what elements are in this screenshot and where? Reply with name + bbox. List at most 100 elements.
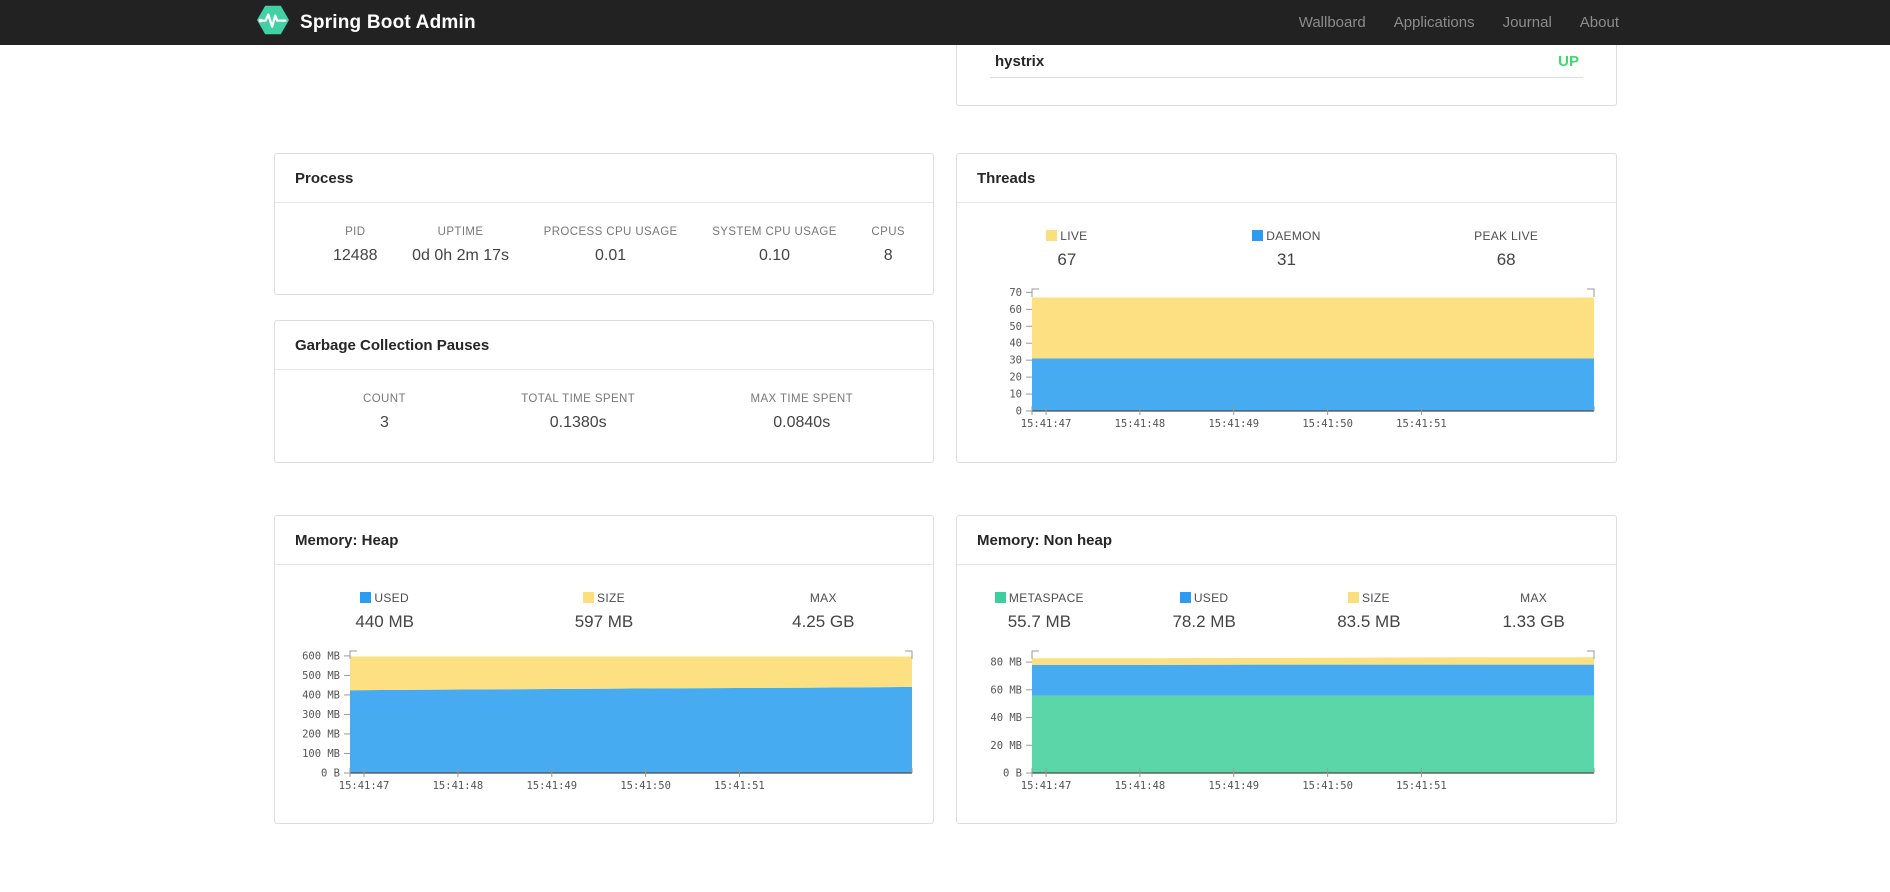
application-row[interactable]: hystrix UP <box>957 45 1616 70</box>
svg-text:15:41:49: 15:41:49 <box>1208 418 1259 430</box>
svg-text:20 MB: 20 MB <box>990 740 1022 752</box>
metric-count: COUNT 3 <box>363 393 406 432</box>
metric-uptime: UPTIME 0d 0h 2m 17s <box>412 226 509 265</box>
svg-text:400 MB: 400 MB <box>302 689 340 701</box>
svg-text:80 MB: 80 MB <box>990 657 1022 669</box>
svg-text:0: 0 <box>1016 406 1022 418</box>
legend-value: 68 <box>1496 250 1516 269</box>
metric-system-cpu-usage: SYSTEM CPU USAGE 0.10 <box>712 226 837 265</box>
legend-item-live: LIVE 67 <box>957 229 1177 270</box>
nav-links: Wallboard Applications Journal About <box>1299 14 1619 31</box>
metric-value: 3 <box>379 414 389 431</box>
legend-swatch-icon <box>1347 592 1359 603</box>
nav-link-applications[interactable]: Applications <box>1393 14 1475 31</box>
gc-pauses-card: Garbage Collection Pauses COUNT 3 TOTAL TI… <box>274 320 934 463</box>
svg-text:15:41:48: 15:41:48 <box>1115 780 1166 792</box>
svg-text:70: 70 <box>1009 287 1022 299</box>
nav-link-journal[interactable]: Journal <box>1502 14 1552 31</box>
legend-item-max: MAX 4.25 GB <box>714 591 933 632</box>
svg-text:15:41:49: 15:41:49 <box>1208 780 1259 792</box>
legend-item-metaspace: METASPACE 55.7 MB <box>957 591 1122 632</box>
legend-value: 1.33 GB <box>1502 612 1565 631</box>
metric-value: 0.1380s <box>549 414 607 431</box>
legend-label: METASPACE <box>957 591 1122 605</box>
memory-non-heap-card: Memory: Non heap METASPACE 55.7 MB USED 78.… <box>956 515 1617 824</box>
memory-heap-chart: 0 B 100 MB 200 MB 300 MB 400 MB 500 MB 600 MB 1… <box>302 650 913 792</box>
legend-label: PEAK LIVE <box>1474 229 1539 243</box>
brand[interactable]: Spring Boot Admin <box>255 2 476 43</box>
svg-text:100 MB: 100 MB <box>302 748 340 760</box>
svg-text:50: 50 <box>1009 321 1022 333</box>
legend-label: USED <box>1122 591 1287 605</box>
threads-card: Threads LIVE 67 DAEMON 31 PEAK LIVE 68 0 10 20 3… <box>956 153 1617 463</box>
metric-label: PROCESS CPU USAGE <box>543 226 678 238</box>
legend-value: 31 <box>1277 250 1296 269</box>
threads-card-title: Threads <box>957 154 1616 203</box>
legend-label: SIZE <box>494 591 713 605</box>
gc-card-title: Garbage Collection Pauses <box>275 321 933 370</box>
legend-value: 4.25 GB <box>792 612 855 631</box>
process-card: Process PID 12488 UPTIME 0d 0h 2m 17s PROCES… <box>274 153 934 295</box>
svg-text:40: 40 <box>1009 338 1022 350</box>
legend-value: 67 <box>1057 250 1077 269</box>
metric-value: 0d 0h 2m 17s <box>412 247 510 264</box>
metric-label: CPUS <box>871 226 905 238</box>
memory-heap-card: Memory: Heap USED 440 MB SIZE 597 MB MAX 4.25… <box>274 515 934 824</box>
application-status-card: hystrix UP <box>956 45 1617 106</box>
legend-item-peak-live: PEAK LIVE 68 <box>1396 229 1616 270</box>
legend-item-size: SIZE 83.5 MB <box>1287 591 1452 632</box>
svg-text:15:41:48: 15:41:48 <box>433 780 484 792</box>
svg-text:15:41:51: 15:41:51 <box>1396 418 1447 430</box>
legend-swatch-icon <box>583 592 595 603</box>
legend-item-daemon: DAEMON 31 <box>1177 229 1397 270</box>
metric-pid: PID 12488 <box>333 226 378 265</box>
svg-text:20: 20 <box>1009 372 1022 384</box>
legend-value: 597 MB <box>574 612 634 631</box>
metric-cpus: CPUS 8 <box>871 226 905 265</box>
svg-text:30: 30 <box>1009 355 1022 367</box>
legend-label: USED <box>275 591 494 605</box>
threads-legend: LIVE 67 DAEMON 31 PEAK LIVE 68 <box>957 203 1616 270</box>
metric-max-time-spent: MAX TIME SPENT 0.0840s <box>750 393 853 432</box>
legend-value: 83.5 MB <box>1337 612 1401 631</box>
process-card-title: Process <box>275 154 933 203</box>
legend-value: 440 MB <box>355 612 414 631</box>
svg-text:15:41:47: 15:41:47 <box>1021 780 1072 792</box>
nav-link-wallboard[interactable]: Wallboard <box>1298 14 1366 31</box>
metric-label: COUNT <box>363 393 406 405</box>
svg-text:15:41:51: 15:41:51 <box>1396 780 1447 792</box>
svg-text:60 MB: 60 MB <box>990 684 1022 696</box>
svg-text:15:41:50: 15:41:50 <box>620 780 671 792</box>
svg-text:15:41:47: 15:41:47 <box>339 780 390 792</box>
legend-item-size: SIZE 597 MB <box>494 591 713 632</box>
gc-metrics: COUNT 3 TOTAL TIME SPENT 0.1380s MAX TIME SP… <box>275 370 933 432</box>
threads-chart: 0 10 20 30 40 50 60 70 15:41:47 15:41:48 15:41:49 1… <box>1009 287 1595 430</box>
navbar: Spring Boot Admin Wallboard Applications J… <box>0 0 1890 45</box>
svg-text:40 MB: 40 MB <box>990 712 1022 724</box>
legend-swatch-icon <box>1252 230 1264 241</box>
memory-non-heap-chart: 0 B 20 MB 40 MB 60 MB 80 MB 15:41:47 15:41:48 1… <box>990 650 1595 792</box>
nav-link-about[interactable]: About <box>1579 14 1619 31</box>
metric-value: 0.01 <box>595 247 627 264</box>
divider <box>990 77 1583 78</box>
svg-text:15:41:48: 15:41:48 <box>1115 418 1166 430</box>
legend-swatch-icon <box>360 592 372 603</box>
legend-swatch-icon <box>1179 592 1191 603</box>
svg-text:60: 60 <box>1009 304 1022 316</box>
svg-text:0 B: 0 B <box>1003 768 1022 780</box>
legend-item-used: USED 78.2 MB <box>1122 591 1287 632</box>
metric-value: 0.0840s <box>773 414 831 431</box>
metric-value: 12488 <box>333 247 378 264</box>
memory-non-heap-card-title: Memory: Non heap <box>957 516 1616 565</box>
metric-value: 0.10 <box>758 247 791 264</box>
metric-process-cpu-usage: PROCESS CPU USAGE 0.01 <box>544 226 678 265</box>
svg-text:15:41:47: 15:41:47 <box>1021 418 1072 430</box>
svg-text:15:41:50: 15:41:50 <box>1302 418 1353 430</box>
legend-label: LIVE <box>957 229 1177 243</box>
legend-swatch-icon <box>1046 230 1058 241</box>
legend-label: MAX <box>1520 591 1548 605</box>
application-name: hystrix <box>995 53 1045 70</box>
process-metrics: PID 12488 UPTIME 0d 0h 2m 17s PROCESS CPU US… <box>275 203 933 265</box>
svg-text:15:41:51: 15:41:51 <box>714 780 765 792</box>
metric-label: TOTAL TIME SPENT <box>521 393 636 405</box>
